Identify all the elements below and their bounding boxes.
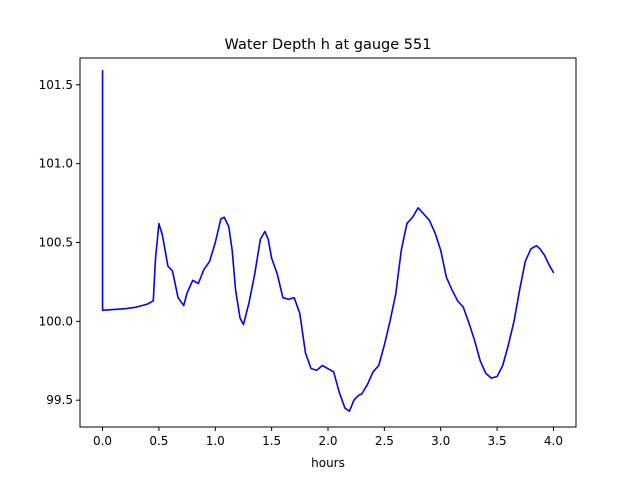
x-tick-label-4: 2.0 xyxy=(318,434,337,448)
x-tick-label-2: 1.0 xyxy=(206,434,225,448)
x-tick-label-3: 1.5 xyxy=(262,434,281,448)
y-tick-label-4: 101.5 xyxy=(39,78,73,92)
series-line-0 xyxy=(101,69,555,413)
y-tick-label-3: 101.0 xyxy=(39,157,73,171)
x-axis-label: hours xyxy=(311,456,345,470)
x-tick-label-1: 0.5 xyxy=(149,434,168,448)
plot-area: 0.0 0.5 1.0 1.5 2.0 2.5 3.0 3.5 4.0 99.5 100.0 100.… xyxy=(39,57,577,448)
x-tick-label-6: 3.0 xyxy=(431,434,450,448)
y-tick-label-0: 99.5 xyxy=(46,393,73,407)
chart-title: Water Depth h at gauge 551 xyxy=(225,37,432,53)
x-tick-label-8: 4.0 xyxy=(544,434,563,448)
x-tick-label-7: 3.5 xyxy=(488,434,507,448)
y-tick-label-1: 100.0 xyxy=(39,314,73,328)
x-tick-label-5: 2.5 xyxy=(375,434,394,448)
y-tick-label-2: 100.5 xyxy=(39,236,73,250)
x-tick-label-0: 0.0 xyxy=(93,434,112,448)
